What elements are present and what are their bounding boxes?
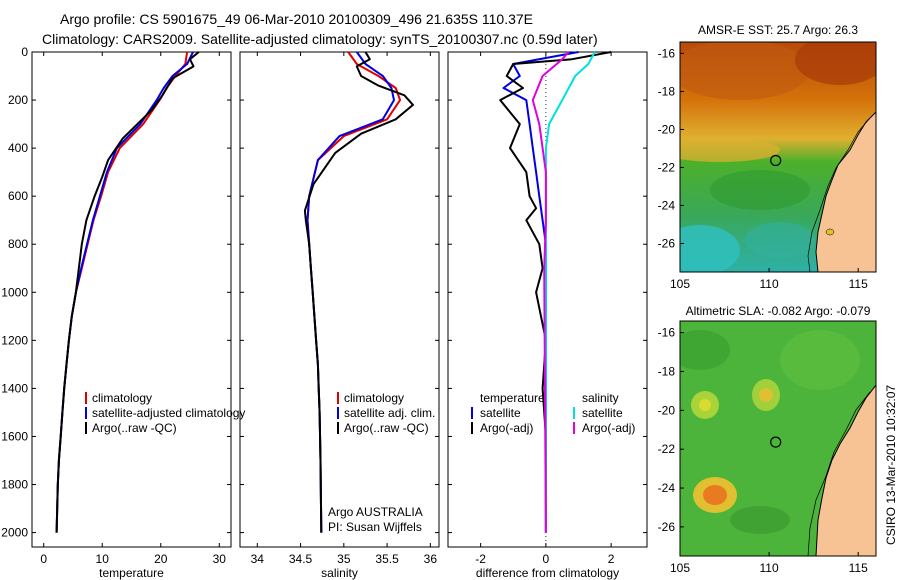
legend-title-temperature: temperature [480,391,545,405]
x-tick-label: 2 [608,552,615,566]
y-tick-label: 400 [8,141,28,155]
y-tick-label: 600 [8,189,28,203]
x-tick-label: 0 [40,552,47,566]
y-tick-label: 1600 [1,429,28,443]
x-tick-label: 35.5 [375,552,399,566]
map-y-tick-label: -18 [658,364,676,378]
map-x-tick-label: 110 [760,561,779,575]
legend-entry: Argo(-adj) [582,421,635,435]
legend-entry: Argo(..raw -QC) [92,421,177,435]
y-tick-label: 800 [8,237,28,251]
sla-map-image [680,321,876,556]
x-tick-label: 30 [213,552,227,566]
series-line-temperature [55,51,194,533]
map-y-tick-label: -16 [658,46,676,60]
temperature-legend: climatology satellite-adjusted climatolo… [85,391,245,435]
x-axis-label: difference from climatology [476,566,619,580]
x-tick-label: 0 [543,552,550,566]
map-y-tick-label: -20 [658,122,676,136]
x-tick-label: 34 [251,552,265,566]
argo-location-marker [770,436,782,448]
credit-text: CSIRO 13-Mar-2010 10:32:07 [884,385,898,545]
map-y-tick-label: -26 [658,236,676,250]
annotation-pi: PI: Susan Wijffels [328,520,422,534]
map-y-tick-label: -18 [658,84,676,98]
difference-panel [447,51,648,548]
series-line-salinity [303,51,414,533]
x-tick-label: 10 [96,552,110,566]
y-tick-label: 0 [21,45,28,59]
map-x-tick-label: 105 [670,277,690,291]
header-title: Argo profile: CS 5901675_49 06-Mar-2010 … [60,11,533,27]
legend-entry: satellite [582,406,623,420]
series-line-difference [502,51,579,533]
x-axis-label: temperature [99,566,164,580]
legend-entry: satellite adj. clim. [344,406,435,420]
sla-map-frame [679,320,877,557]
sla-map-title: Altimetric SLA: -0.082 Argo: -0.079 [686,304,871,318]
x-tick-label: 34.5 [289,552,313,566]
argo-location-marker [770,154,782,167]
salinity-panel [239,51,440,548]
legend-entry: satellite-adjusted climatology [92,406,245,420]
x-tick-label: 36 [424,552,438,566]
legend-entry: satellite [480,406,521,420]
legend-entry: climatology [92,391,152,405]
x-tick-label: 20 [154,552,168,566]
y-tick-label: 200 [8,93,28,107]
salinity-legend: climatology satellite adj. clim. Argo(..… [328,391,435,534]
y-tick-label: 1400 [1,381,28,395]
sst-map-title: AMSR-E SST: 25.7 Argo: 26.3 [698,23,858,37]
map-y-tick-label: -22 [658,442,676,456]
temperature-panel [31,51,232,548]
legend-entry: Argo(..raw -QC) [344,421,429,435]
map-y-tick-label: -24 [658,198,676,212]
map-x-tick-label: 115 [849,561,868,575]
legend-entry: Argo(-adj) [480,421,533,435]
y-tick-label: 1800 [1,478,28,492]
difference-legend: temperature salinity satellite Argo(-adj… [471,391,635,435]
map-y-tick-label: -20 [658,403,676,417]
series-line-difference [531,51,570,533]
series-line-temperature [55,51,200,533]
land-mask [815,384,876,556]
map-y-tick-label: -22 [658,160,676,174]
y-tick-label: 1200 [1,333,28,347]
sst-map-image [680,42,876,272]
sst-map-frame [679,41,877,273]
series-line-difference [499,51,612,533]
y-tick-label: 1000 [1,285,28,299]
map-y-tick-label: -24 [658,481,676,495]
map-x-tick-label: 105 [670,561,690,575]
legend-title-salinity: salinity [582,391,619,405]
x-tick-label: -2 [475,552,486,566]
header-subtitle: Climatology: CARS2009. Satellite-adjuste… [42,31,598,47]
map-y-tick-label: -26 [658,520,676,534]
map-x-tick-label: 110 [760,277,779,291]
x-tick-label: 35 [337,552,351,566]
series-line-difference [544,51,596,533]
annotation-argo-australia: Argo AUSTRALIA [328,505,423,519]
legend-entry: climatology [344,391,404,405]
x-axis-label: salinity [321,566,358,580]
y-tick-label: 2000 [1,526,28,540]
map-x-tick-label: 115 [849,277,868,291]
map-y-tick-label: -16 [658,326,676,340]
